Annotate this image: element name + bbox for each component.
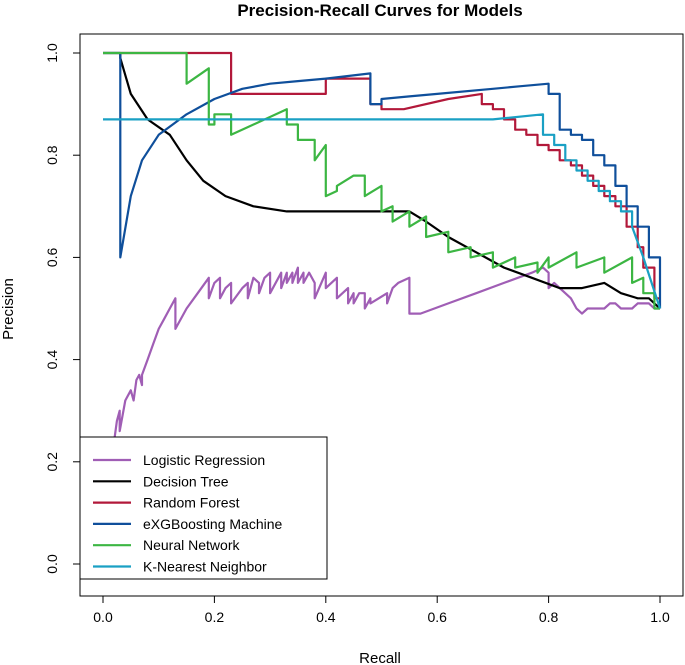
- x-tick-label: 0.4: [316, 609, 336, 625]
- y-tick-label: 0.4: [44, 350, 60, 370]
- x-tick-label: 0.0: [93, 609, 113, 625]
- y-tick-label: 0.0: [44, 554, 60, 574]
- chart-title: Precision-Recall Curves for Models: [237, 1, 522, 20]
- y-tick-label: 1.0: [44, 43, 60, 63]
- series-line-exgboosting-machine: [103, 51, 662, 309]
- y-tick-label: 0.6: [44, 247, 60, 267]
- series-line-logistic-regression: [102, 266, 660, 463]
- legend-label-neural-network: Neural Network: [143, 537, 240, 553]
- legend-label-k-nearest-neighbor: K-Nearest Neighbor: [143, 559, 267, 575]
- series-line-k-nearest-neighbor: [103, 113, 662, 309]
- x-tick-label: 0.6: [427, 609, 447, 625]
- y-axis: 0.0 0.2 0.4 0.6 0.8 1.0: [44, 43, 81, 574]
- legend-label-random-forest: Random Forest: [143, 495, 240, 511]
- series-line-decision-tree: [119, 53, 661, 310]
- y-axis-label: Precision: [0, 278, 17, 340]
- legend-label-exgboosting-machine: eXGBoosting Machine: [143, 516, 283, 532]
- x-tick-label: 0.2: [205, 609, 225, 625]
- legend-label-logistic-regression: Logistic Regression: [143, 452, 265, 468]
- legend: Logistic Regression Decision Tree Random F…: [79, 436, 328, 580]
- series-layer: [102, 51, 662, 463]
- x-tick-label: 1.0: [650, 609, 670, 625]
- legend-label-decision-tree: Decision Tree: [143, 473, 229, 489]
- series-line-neural-network: [103, 51, 660, 310]
- x-axis: 0.0 0.2 0.4 0.6 0.8 1.0: [93, 595, 670, 625]
- y-tick-label: 0.8: [44, 145, 60, 165]
- x-axis-label: Recall: [359, 650, 401, 665]
- y-tick-label: 0.2: [44, 452, 60, 472]
- x-tick-label: 0.8: [539, 609, 559, 625]
